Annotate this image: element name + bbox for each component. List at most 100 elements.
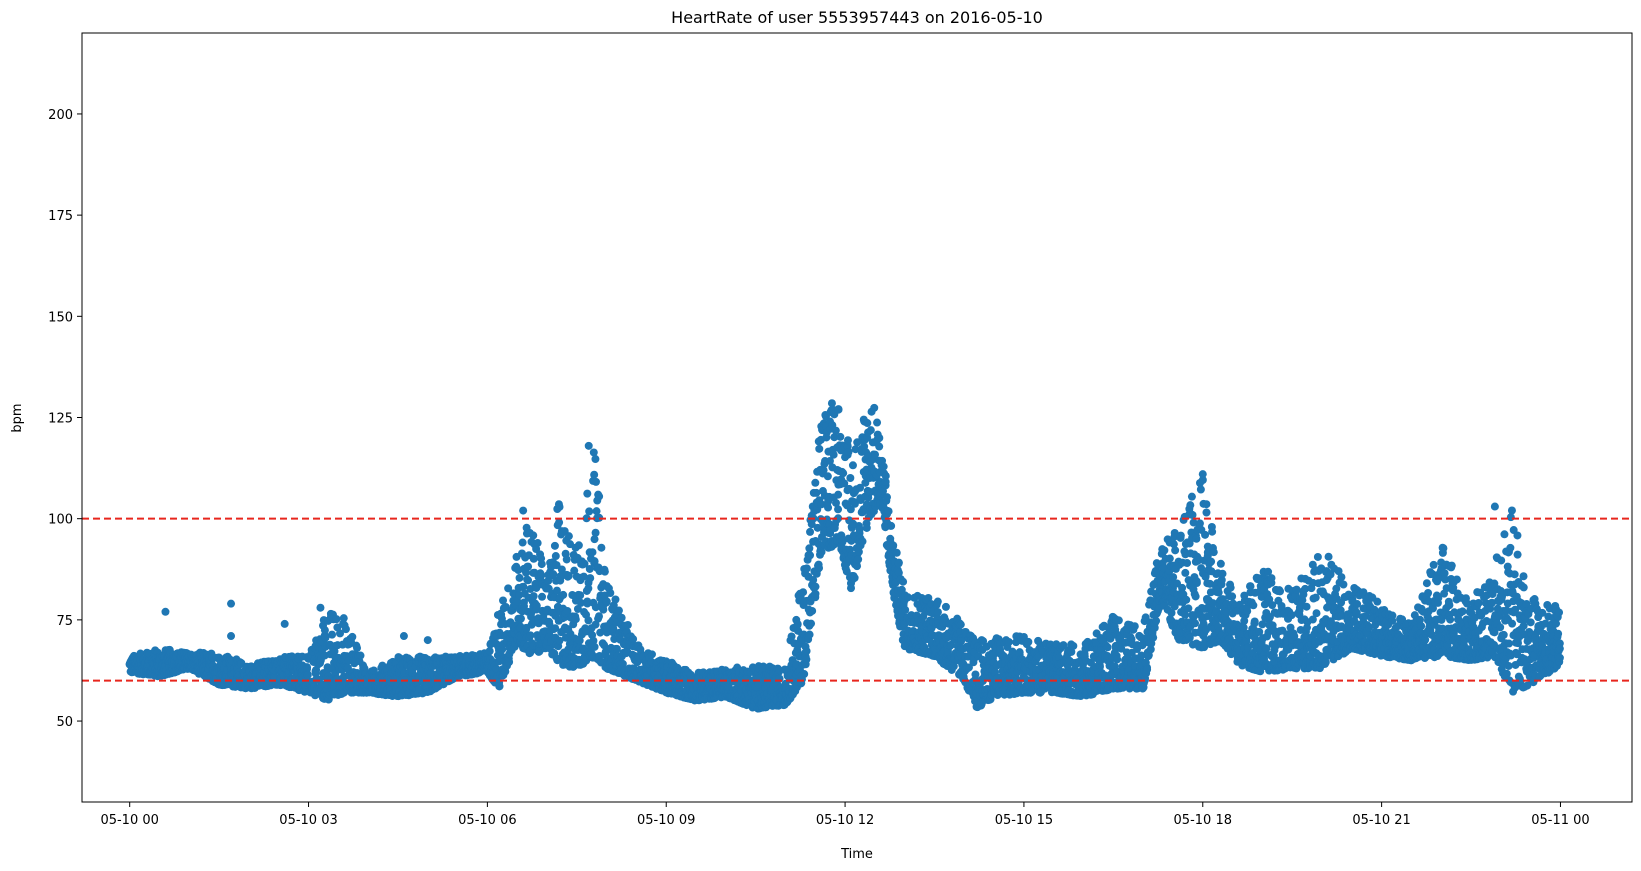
data-point [591,528,600,537]
data-point [594,612,603,621]
data-point [1114,616,1123,625]
data-point [873,418,882,427]
data-point [1201,530,1210,539]
data-point [1103,643,1112,652]
data-point [341,625,350,634]
data-point [1202,500,1211,509]
data-point [1302,623,1311,632]
data-point [287,652,296,661]
data-point [516,614,525,623]
data-point [1250,617,1259,626]
data-point [811,582,820,591]
data-point [863,419,872,428]
data-point [1267,574,1276,583]
data-point [881,477,890,486]
chart-title: HeartRate of user 5553957443 on 2016-05-… [671,8,1043,27]
data-point [806,527,815,536]
data-point [1171,546,1180,555]
data-point [1187,492,1196,501]
data-point [611,595,620,604]
data-point [830,524,839,533]
data-point [899,577,908,586]
data-point [1160,546,1169,555]
data-point [623,621,632,630]
data-point [853,555,862,564]
data-point [866,426,875,435]
data-point [1004,638,1013,647]
data-point [846,473,855,482]
data-point [956,620,965,629]
data-point [524,576,533,585]
data-point [933,597,942,606]
data-point [1184,604,1193,613]
data-point [1186,501,1195,510]
data-point [1165,554,1174,563]
data-point [320,626,329,635]
data-point [591,455,600,464]
data-point [590,642,599,651]
data-point [602,597,611,606]
data-point [799,588,808,597]
data-point [1130,622,1139,631]
data-point [802,655,811,664]
data-point [524,562,533,571]
data-point [834,490,843,499]
data-point [806,551,815,560]
data-point [586,574,595,583]
data-point [787,632,796,641]
data-point [1209,548,1218,557]
data-point [848,461,857,470]
data-point [606,588,615,597]
data-point [348,632,357,641]
data-point [356,651,365,660]
data-point [1191,619,1200,628]
data-point [894,559,903,568]
data-point [1312,609,1321,618]
data-point [811,589,820,598]
data-point [533,539,542,548]
data-point [1202,508,1211,517]
data-point [843,436,852,445]
data-point [858,537,867,546]
data-point [614,606,623,615]
data-point [1181,568,1190,577]
data-point [1113,655,1122,664]
data-point [529,531,538,540]
data-point [591,477,600,486]
data-point [800,670,809,679]
data-point [1218,569,1227,578]
data-point [584,616,593,625]
data-point [303,671,312,680]
data-point [815,564,824,573]
data-point [1149,633,1158,642]
data-point [844,447,853,456]
data-point [505,657,514,666]
data-point [862,523,871,532]
data-point [1228,592,1237,601]
data-point [941,602,950,611]
data-point [817,547,826,556]
data-point [829,450,838,459]
data-point [538,592,547,601]
plot-area [125,399,1564,713]
data-point [559,590,568,599]
data-point [600,565,609,574]
data-point [823,472,832,481]
data-point [495,682,504,691]
data-point [1024,637,1033,646]
data-point [933,608,942,617]
data-point [805,630,814,639]
data-point [793,620,802,629]
data-point [551,552,560,561]
data-point [839,469,848,478]
data-point [1192,577,1201,586]
data-point [328,630,337,639]
data-point [1302,602,1311,611]
data-point [588,548,597,557]
data-point [629,635,638,644]
data-point [834,405,843,414]
data-point [339,614,348,623]
data-point [1313,552,1322,561]
